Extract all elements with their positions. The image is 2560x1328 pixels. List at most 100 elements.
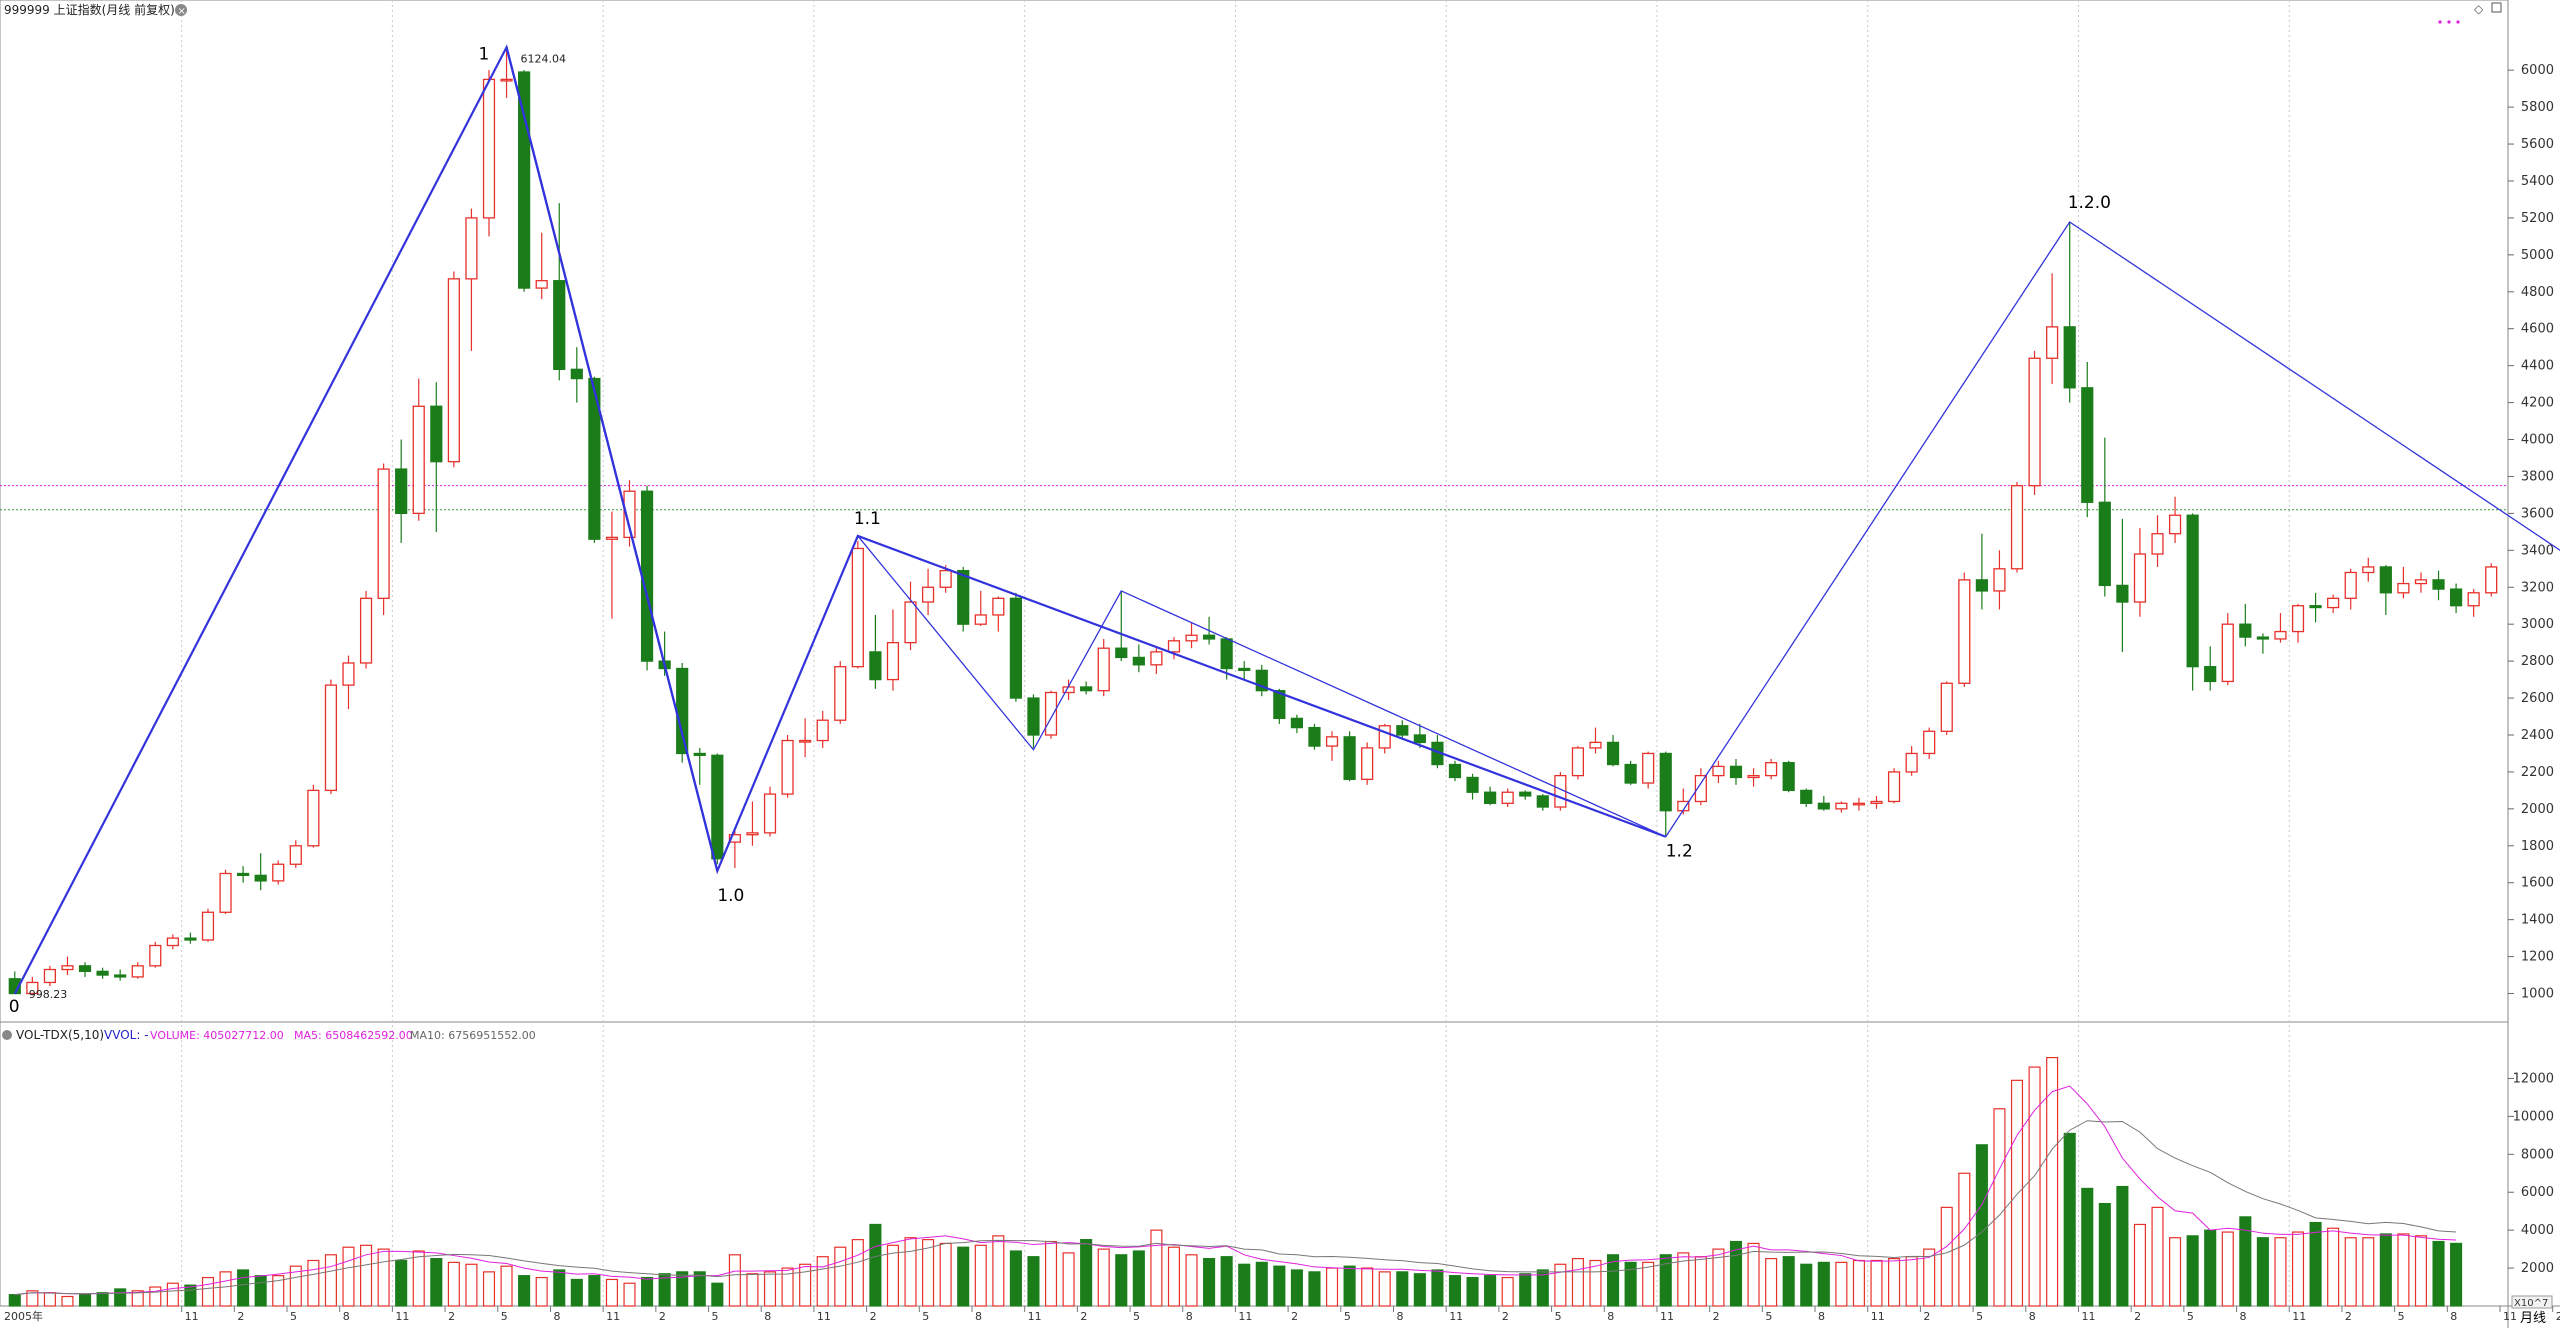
- settings-icon[interactable]: [175, 4, 187, 16]
- volume-bar-down: [2204, 1229, 2217, 1307]
- candle-up: [2291, 605, 2305, 633]
- volume-bar-up: [342, 1246, 355, 1307]
- price-tick-label: 2600: [2521, 691, 2554, 706]
- candle-up: [781, 739, 794, 795]
- volume-bar-up: [1835, 1261, 1848, 1307]
- candle-up: [1923, 730, 1936, 755]
- volume-bar-up: [1571, 1257, 1584, 1307]
- volume-bar-down: [1624, 1261, 1637, 1307]
- candle-up: [43, 968, 57, 984]
- wave-lines: [13, 44, 2560, 995]
- volume-bar-down: [1009, 1250, 1022, 1307]
- candle-down: [1255, 669, 1268, 692]
- date-tick-label: 2: [448, 1310, 455, 1323]
- date-tick-label: 8: [1818, 1310, 1825, 1323]
- candle-down: [1202, 634, 1216, 640]
- candle-up: [26, 981, 39, 995]
- candle-up: [1501, 791, 1514, 804]
- volume-bar-up: [763, 1271, 777, 1307]
- candle-up: [482, 78, 496, 219]
- candle-down: [1782, 762, 1795, 792]
- volume-bar-up: [61, 1295, 74, 1307]
- vol-settings-icon[interactable]: [2, 1030, 12, 1040]
- price-tick-label: 5000: [2521, 248, 2554, 263]
- wave-label-1-2-0: 1.2.0: [2068, 193, 2111, 213]
- volume-tick-label: 2000: [2521, 1261, 2554, 1276]
- date-tick-label: 11: [1238, 1310, 1252, 1323]
- scale-box: [2511, 1295, 2553, 1309]
- candle-up: [1167, 640, 1181, 653]
- price-tick-label: 5200: [2521, 211, 2554, 226]
- date-tick-label: 5: [2187, 1310, 2194, 1323]
- volume-bar-down: [641, 1276, 654, 1307]
- volume-value: VOLUME: 405027712.00: [150, 1029, 284, 1042]
- volume-bar-down: [2309, 1221, 2322, 1307]
- volume-bar-down: [1729, 1240, 1743, 1307]
- volume-bar-up: [131, 1290, 144, 1307]
- candle-up: [131, 965, 144, 978]
- volume-bar-down: [2081, 1187, 2094, 1307]
- candle-up: [921, 586, 935, 603]
- candle-up: [992, 597, 1005, 616]
- candle-up: [289, 845, 302, 865]
- volume-bar-down: [1290, 1269, 1303, 1307]
- volume-bar-down: [1027, 1256, 1040, 1307]
- candle-up: [1378, 725, 1391, 749]
- volume-bar-up: [992, 1235, 1005, 1307]
- price-axis: 1000 1200 1400 1600 1800 2000 2200 2400 2600 2800…: [2508, 63, 2554, 1002]
- candle-up: [763, 793, 777, 834]
- date-tick-label: 2: [1923, 1310, 1930, 1323]
- candle-down: [254, 874, 267, 882]
- candle-up: [272, 863, 285, 882]
- period-tab[interactable]: 月线: [2520, 1311, 2546, 1326]
- volume-bar-up: [377, 1248, 390, 1307]
- volume-bar-up: [2397, 1233, 2410, 1307]
- candle-up: [904, 601, 917, 644]
- volume-bar-down: [78, 1294, 92, 1307]
- date-tick-label: 5: [290, 1310, 297, 1323]
- date-tick-label: 5: [922, 1310, 929, 1323]
- volume-bar-down: [570, 1278, 583, 1307]
- candle-up: [500, 78, 513, 82]
- candle-up: [1694, 774, 1707, 803]
- candle-up: [851, 547, 864, 668]
- date-tick-label: 5: [1976, 1310, 1983, 1323]
- candle-down: [1519, 791, 1532, 797]
- volume-bar-down: [1975, 1144, 1988, 1307]
- date-tick-label: 2: [2345, 1310, 2352, 1323]
- wave-line: [13, 44, 1667, 995]
- candle-down: [1115, 647, 1128, 659]
- price-tick-label: 4000: [2521, 433, 2554, 448]
- vvol-label: VVOL: -: [104, 1028, 149, 1042]
- price-mark-label: 6124.04: [521, 52, 567, 65]
- candle-down: [1536, 795, 1549, 808]
- date-tick-label: 5: [1344, 1310, 1351, 1323]
- diamond-icon[interactable]: ◇: [2474, 2, 2484, 16]
- volume-bar-up: [1888, 1257, 1901, 1307]
- volume-bar-down: [1132, 1250, 1145, 1307]
- volume-tick-label: 8000: [2521, 1147, 2554, 1162]
- volume-bar-up: [2291, 1231, 2305, 1307]
- volume-bar-up: [1940, 1206, 1953, 1307]
- candle-down: [78, 965, 92, 973]
- candle-up: [1150, 651, 1163, 666]
- volume-bar-down: [237, 1269, 250, 1307]
- volume-bar-up: [1923, 1248, 1936, 1307]
- volume-header: VOL-TDX(5,10) VVOL: - VOLUME: 405027712.…: [2, 1028, 536, 1042]
- volume-bar-up: [886, 1244, 899, 1307]
- candle-up: [1852, 802, 1866, 806]
- restore-icon[interactable]: [2491, 2, 2502, 13]
- volume-bar-down: [2116, 1185, 2129, 1307]
- volume-bar-up: [2028, 1066, 2041, 1307]
- candle-down: [1484, 791, 1497, 804]
- date-tick-label: 2: [2134, 1310, 2141, 1323]
- candle-up: [1185, 634, 1198, 642]
- volume-tick-label: 12000: [2513, 1071, 2554, 1086]
- volume-bar-up: [1150, 1229, 1163, 1307]
- volume-bar-up: [482, 1271, 496, 1307]
- candle-down: [2186, 514, 2199, 668]
- candle-up: [2010, 485, 2024, 570]
- date-tick-label: 11: [1449, 1310, 1463, 1323]
- candle-down: [1659, 752, 1672, 812]
